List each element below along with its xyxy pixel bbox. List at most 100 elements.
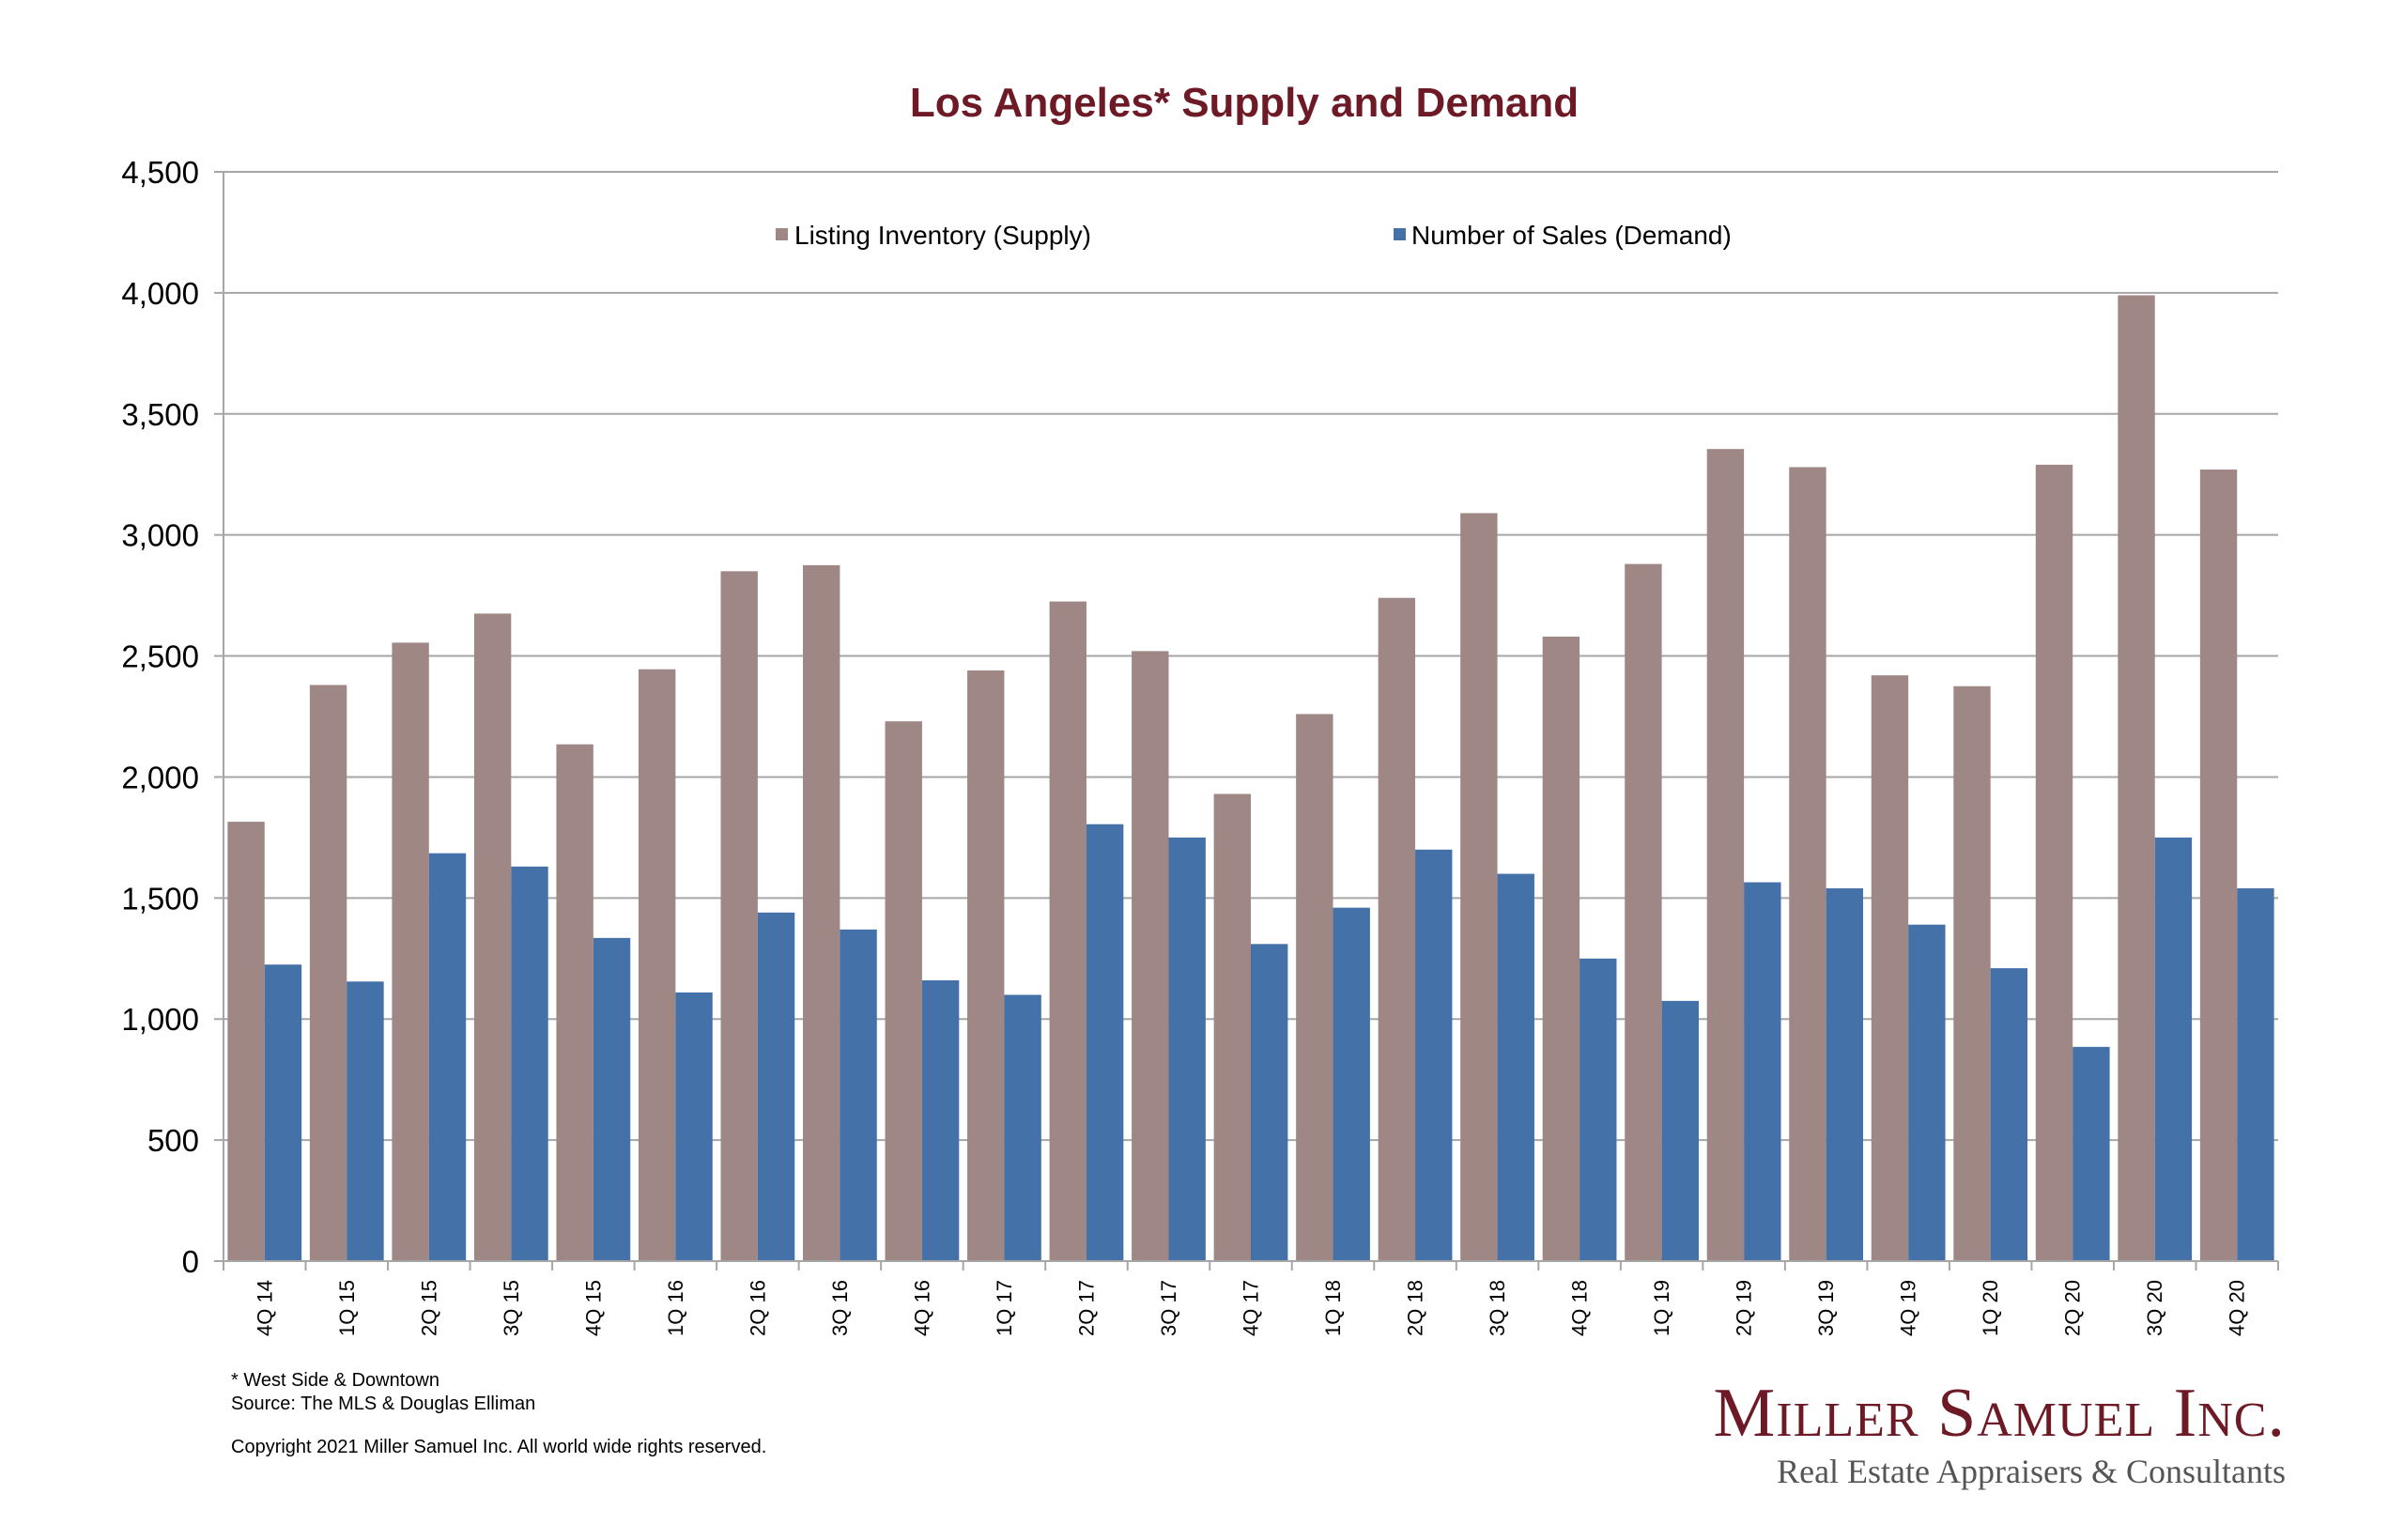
- demand-bar: [511, 866, 548, 1261]
- x-tick-label: 1Q 16: [664, 1280, 687, 1336]
- logo-company-name: Miller Samuel Inc.: [1713, 1375, 2286, 1452]
- demand-bar: [921, 979, 960, 1261]
- demand-bar: [1004, 994, 1041, 1261]
- supply-bar: [1871, 675, 1909, 1261]
- x-axis-ticks: 4Q 14 1Q 15 2Q 15 3Q 15 4Q 15 1Q 16 2Q 16 3Q 16…: [223, 1261, 2279, 1336]
- y-tick-label: 4,500: [121, 155, 199, 190]
- supply-bar: [1132, 651, 1169, 1261]
- x-tick-label: 3Q 17: [1157, 1280, 1180, 1336]
- supply-bar: [2199, 470, 2238, 1262]
- x-tick-label: 2Q 16: [746, 1280, 769, 1336]
- x-tick-label: 4Q 15: [581, 1280, 605, 1336]
- y-tick-label: 0: [182, 1244, 199, 1279]
- demand-bar: [428, 853, 467, 1261]
- demand-bar: [1990, 968, 2028, 1261]
- supply-bar: [1953, 685, 1991, 1261]
- demand-bar: [840, 929, 877, 1261]
- x-tick-label: 3Q 16: [828, 1280, 852, 1336]
- supply-bar: [309, 685, 347, 1261]
- supply-bar: [2035, 464, 2073, 1261]
- supply-bar: [1378, 597, 1416, 1261]
- demand-bar: [757, 912, 795, 1261]
- axes: [223, 172, 2278, 1262]
- y-tick-label: 1,000: [121, 1002, 199, 1037]
- supply-bar: [473, 613, 512, 1261]
- demand-bar: [1497, 873, 1534, 1261]
- y-tick-label: 1,500: [121, 881, 199, 916]
- y-tick-label: 3,500: [121, 397, 199, 432]
- demand-bar: [675, 992, 713, 1261]
- supply-bar: [1625, 563, 1662, 1261]
- x-tick-label: 2Q 15: [417, 1280, 440, 1336]
- x-tick-label: 1Q 19: [1650, 1280, 1673, 1336]
- x-tick-label: 1Q 15: [335, 1280, 359, 1336]
- supply-bar: [227, 822, 265, 1261]
- x-tick-label: 3Q 18: [1486, 1280, 1509, 1336]
- demand-bar: [1744, 882, 1781, 1261]
- y-tick-label: 500: [147, 1123, 199, 1158]
- logo-tagline: Real Estate Appraisers & Consultants: [1777, 1453, 2286, 1490]
- x-tick-label: 4Q 16: [910, 1280, 933, 1336]
- supply-bar: [967, 670, 1005, 1261]
- demand-bar: [1168, 837, 1206, 1261]
- demand-bar: [1086, 824, 1124, 1261]
- demand-bar: [1333, 907, 1370, 1261]
- x-tick-label: 4Q 17: [1240, 1280, 1263, 1336]
- x-tick-label: 2Q 17: [1074, 1280, 1098, 1336]
- demand-bar: [1415, 849, 1453, 1261]
- supply-bar: [1213, 793, 1251, 1261]
- x-tick-label: 3Q 15: [500, 1280, 523, 1336]
- copyright-notice: Copyright 2021 Miller Samuel Inc. All wo…: [231, 1437, 767, 1457]
- legend-label: Number of Sales (Demand): [1411, 221, 1732, 250]
- demand-bar: [1251, 944, 1288, 1261]
- x-tick-label: 1Q 17: [993, 1280, 1016, 1336]
- supply-bar: [392, 642, 429, 1261]
- demand-bar: [1580, 958, 1617, 1261]
- x-tick-label: 1Q 18: [1321, 1280, 1345, 1336]
- supply-bar: [1460, 513, 1498, 1261]
- x-tick-label: 3Q 19: [1814, 1280, 1838, 1336]
- x-tick-label: 4Q 14: [253, 1280, 276, 1336]
- supply-bar: [1296, 714, 1333, 1261]
- footnote-region-note: * West Side & Downtown: [231, 1370, 439, 1391]
- legend-swatch: [1394, 228, 1406, 240]
- y-tick-label: 3,000: [121, 518, 199, 553]
- footnote-source: Source: The MLS & Douglas Elliman: [231, 1394, 536, 1414]
- x-tick-label: 2Q 20: [2061, 1280, 2085, 1336]
- supply-bar: [556, 744, 593, 1261]
- x-tick-label: 1Q 20: [1979, 1280, 2002, 1336]
- demand-bar: [2237, 888, 2274, 1261]
- demand-bar: [264, 964, 302, 1261]
- x-tick-label: 2Q 19: [1733, 1280, 1756, 1336]
- demand-bar: [2073, 1046, 2110, 1261]
- x-tick-label: 3Q 20: [2143, 1280, 2166, 1336]
- supply-bar: [638, 669, 676, 1261]
- y-tick-label: 2,000: [121, 760, 199, 794]
- supply-bar: [2118, 295, 2155, 1261]
- supply-bar: [1789, 467, 1826, 1261]
- x-tick-label: 4Q 20: [2226, 1280, 2249, 1336]
- supply-bar: [803, 564, 840, 1261]
- supply-bar: [1706, 449, 1745, 1262]
- demand-bar: [2154, 837, 2193, 1261]
- legend: Listing Inventory (Supply) Number of Sale…: [776, 221, 1732, 250]
- x-tick-label: 4Q 19: [1897, 1280, 1920, 1336]
- x-tick-label: 2Q 18: [1404, 1280, 1427, 1336]
- demand-bar: [1661, 1000, 1699, 1261]
- legend-swatch: [776, 228, 788, 240]
- x-tick-label: 4Q 18: [1568, 1280, 1592, 1336]
- demand-bar: [593, 937, 631, 1261]
- supply-bar: [1049, 601, 1086, 1261]
- miller-samuel-logo: Miller Samuel Inc. Real Estate Appraiser…: [1714, 1376, 2287, 1492]
- y-tick-label: 2,500: [121, 639, 199, 674]
- y-tick-label: 4,000: [121, 276, 199, 311]
- demand-bar: [347, 981, 384, 1261]
- demand-bar: [1908, 924, 1946, 1261]
- supply-bar: [885, 721, 922, 1261]
- chart-title: Los Angeles* Supply and Demand: [910, 80, 1579, 126]
- demand-bar: [1826, 888, 1864, 1261]
- bars: [227, 295, 2274, 1262]
- supply-bar: [1542, 636, 1580, 1261]
- supply-bar: [720, 571, 758, 1261]
